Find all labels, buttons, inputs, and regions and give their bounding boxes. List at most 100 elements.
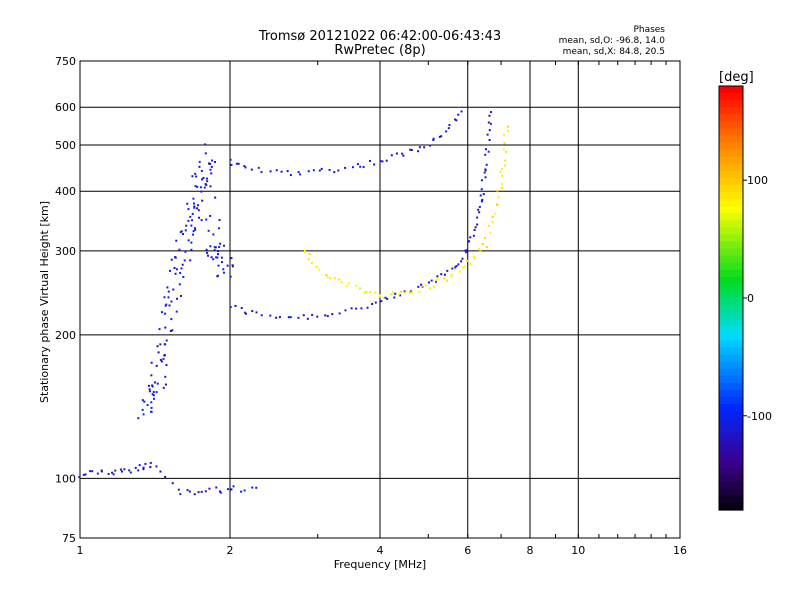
echo-point bbox=[476, 223, 479, 226]
echo-point bbox=[269, 314, 272, 317]
colorbar-segment bbox=[719, 488, 743, 497]
echo-point bbox=[503, 142, 506, 145]
echo-point bbox=[450, 273, 453, 276]
echo-point bbox=[114, 469, 117, 472]
echo-point bbox=[461, 257, 464, 260]
echo-point bbox=[403, 290, 406, 293]
echo-point bbox=[150, 410, 153, 413]
echo-point bbox=[149, 461, 152, 464]
echo-point bbox=[218, 219, 221, 222]
echo-point bbox=[237, 162, 240, 165]
colorbar-segment bbox=[719, 425, 743, 433]
echo-point bbox=[399, 294, 402, 297]
echo-point bbox=[193, 493, 196, 496]
echo-point bbox=[340, 280, 343, 283]
echo-point bbox=[385, 159, 388, 162]
x-axis-label: Frequency [MHz] bbox=[334, 558, 426, 571]
echo-point bbox=[325, 274, 328, 277]
echo-point bbox=[89, 470, 92, 473]
echo-point bbox=[171, 329, 174, 332]
colorbar-segment bbox=[719, 184, 743, 193]
echo-point bbox=[454, 268, 457, 271]
echo-point bbox=[142, 413, 145, 416]
echo-point bbox=[326, 315, 329, 318]
echo-point bbox=[201, 199, 204, 202]
echo-point bbox=[165, 303, 168, 306]
echo-point bbox=[451, 267, 454, 270]
echo-point bbox=[364, 291, 367, 294]
echo-point bbox=[174, 272, 177, 275]
colorbar-segment bbox=[719, 192, 743, 200]
echo-point bbox=[199, 186, 202, 189]
echo-point bbox=[174, 256, 177, 259]
echo-point bbox=[446, 279, 449, 282]
echo-point bbox=[386, 297, 389, 300]
echo-point bbox=[487, 121, 490, 124]
colorbar: 100 0 -100 bbox=[718, 85, 772, 511]
colorbar-segment bbox=[719, 319, 743, 327]
echo-point bbox=[362, 166, 365, 169]
echo-point bbox=[151, 393, 154, 396]
echo-point bbox=[450, 275, 453, 278]
colorbar-segment bbox=[719, 135, 743, 144]
echo-point bbox=[240, 307, 243, 310]
colorbar-segment bbox=[719, 234, 743, 243]
echo-point bbox=[192, 197, 195, 200]
echo-point bbox=[165, 339, 168, 342]
y-tick-label: 600 bbox=[55, 101, 76, 114]
echo-point bbox=[226, 264, 229, 267]
echo-point bbox=[472, 234, 475, 237]
echo-point bbox=[231, 264, 234, 267]
echo-point bbox=[153, 381, 156, 384]
echo-point bbox=[324, 314, 327, 317]
x-tick-label: 10 bbox=[571, 544, 585, 557]
colorbar-segment bbox=[719, 163, 743, 172]
y-tick-label: 500 bbox=[55, 139, 76, 152]
echo-point bbox=[202, 177, 205, 180]
echo-point bbox=[204, 152, 207, 155]
echo-point bbox=[167, 296, 170, 299]
echo-point bbox=[230, 257, 233, 260]
colorbar-segment bbox=[719, 502, 743, 511]
echo-point bbox=[119, 468, 122, 471]
echo-point bbox=[218, 245, 221, 248]
y-tick-label: 100 bbox=[55, 472, 76, 485]
echo-point bbox=[138, 464, 141, 467]
echo-point bbox=[177, 488, 180, 491]
echo-point bbox=[505, 150, 508, 153]
echo-point bbox=[230, 163, 233, 166]
echo-point bbox=[168, 269, 171, 272]
echo-point bbox=[194, 228, 197, 231]
echo-point bbox=[214, 196, 217, 199]
echo-point bbox=[430, 279, 433, 282]
echo-point bbox=[485, 246, 488, 249]
echo-point bbox=[159, 358, 162, 361]
echo-point bbox=[307, 258, 310, 261]
echo-point bbox=[478, 247, 481, 250]
echo-point bbox=[179, 271, 182, 274]
echo-point bbox=[189, 259, 192, 262]
echo-point bbox=[338, 312, 341, 315]
echo-point bbox=[409, 290, 412, 293]
echo-point bbox=[310, 262, 313, 265]
echo-point bbox=[445, 130, 448, 133]
echo-point bbox=[155, 364, 158, 367]
echo-point bbox=[189, 215, 192, 218]
colorbar-segment bbox=[719, 156, 743, 165]
echo-point bbox=[480, 200, 483, 203]
colorbar-segment bbox=[719, 495, 743, 504]
echo-point bbox=[147, 384, 150, 387]
echo-point bbox=[473, 229, 476, 232]
echo-point bbox=[480, 179, 483, 182]
echo-point bbox=[186, 202, 189, 205]
echo-point bbox=[150, 406, 153, 409]
echo-point bbox=[359, 165, 362, 168]
echo-point bbox=[351, 166, 354, 169]
x-tick-label: 16 bbox=[673, 544, 687, 557]
echo-point bbox=[443, 273, 446, 276]
echo-point bbox=[488, 231, 491, 234]
echo-point bbox=[206, 180, 209, 183]
echo-point bbox=[374, 291, 377, 294]
echo-point bbox=[318, 268, 321, 271]
echo-point bbox=[204, 143, 207, 146]
